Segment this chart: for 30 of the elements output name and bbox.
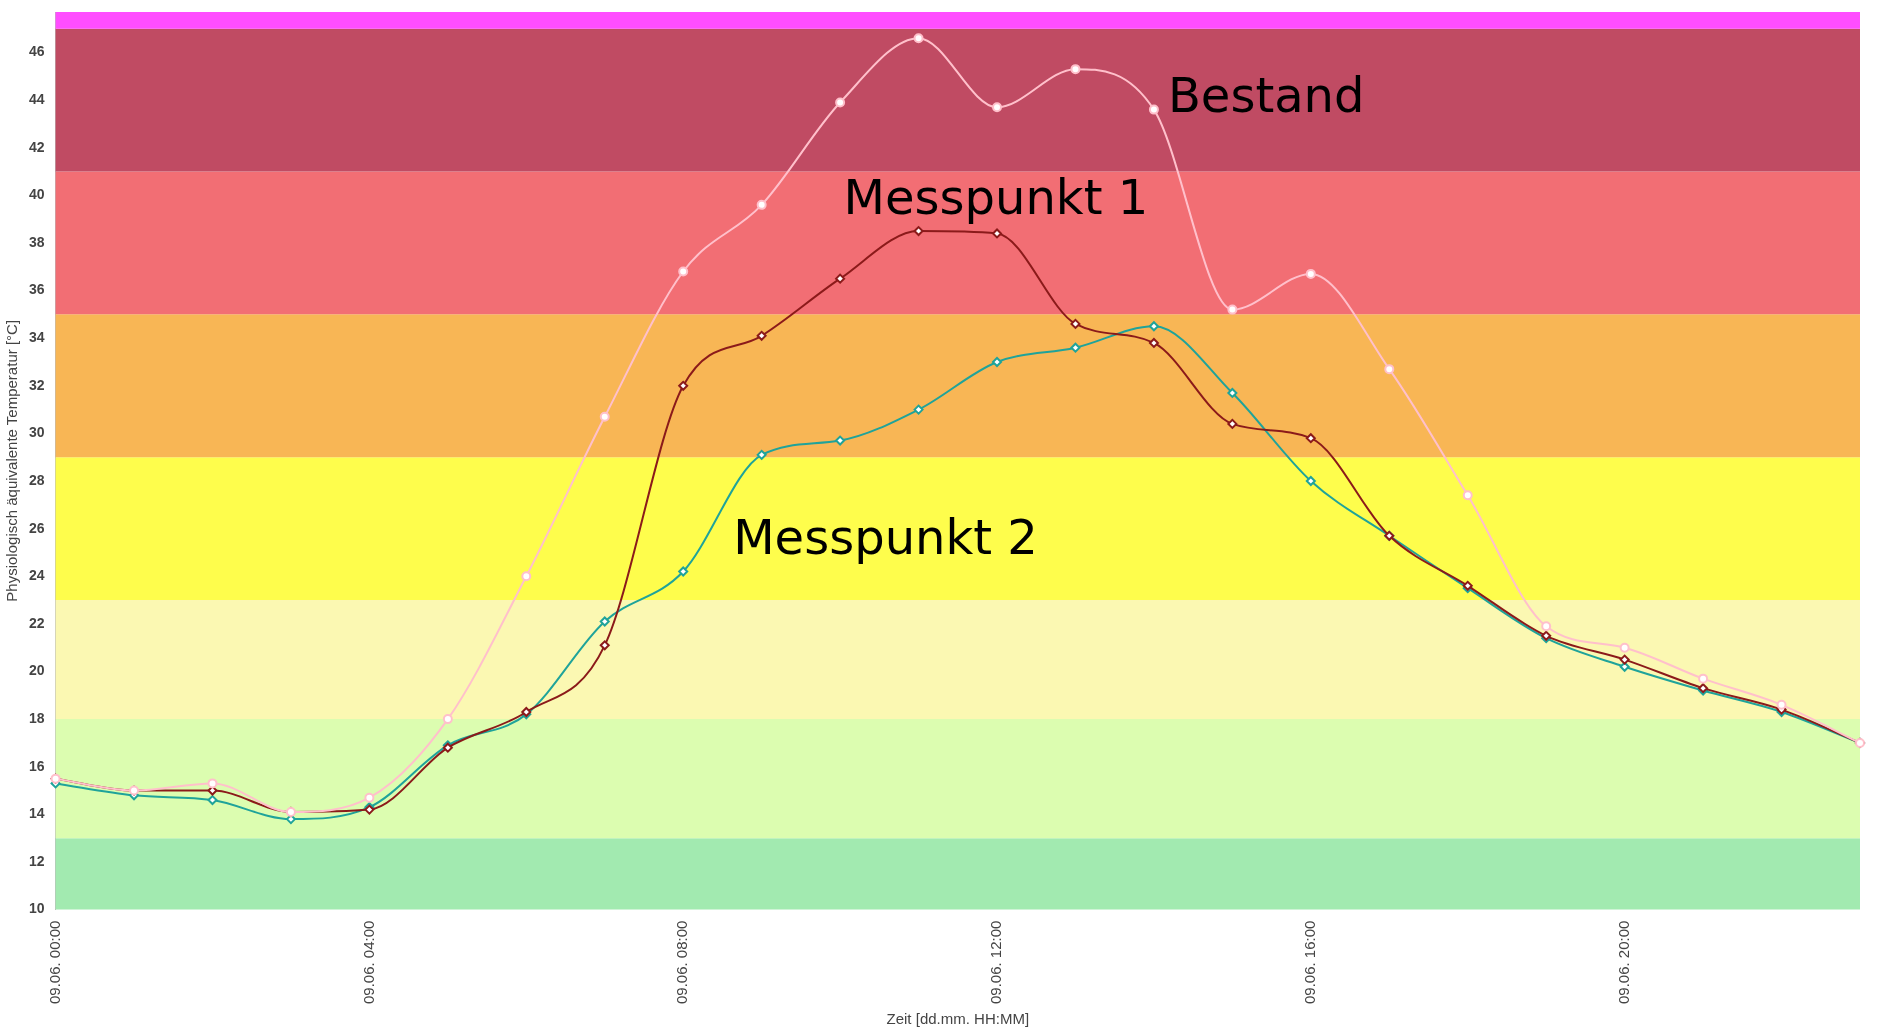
y-tick-label: 24 [28,567,45,584]
x-tick-label: 09.06. 08:00 [673,920,691,1005]
y-tick-label: 22 [28,614,45,631]
y-tick-label: 38 [28,233,45,250]
series-label: Messpunkt 2 [733,508,1038,565]
y-tick-label: 44 [28,90,45,107]
y-tick-label: 26 [28,519,45,536]
y-tick-label: 34 [28,329,45,346]
y-tick-label: 10 [28,900,45,917]
x-tick-label: 09.06. 16:00 [1300,920,1318,1005]
y-tick-label: 28 [28,471,45,488]
y-tick-label: 14 [28,805,45,822]
y-tick-label: 16 [28,757,45,774]
x-tick-label: 09.06. 12:00 [987,920,1005,1005]
y-tick-label: 46 [28,43,45,60]
x-axis-title: Zeit [dd.mm. HH:MM] [886,1010,1030,1028]
y-tick-label: 12 [28,852,45,869]
x-tick-label: 09.06. 04:00 [359,920,377,1005]
series-label: Bestand [1167,67,1365,124]
y-tick-label: 18 [28,709,45,726]
x-tick-label: 09.06. 20:00 [1614,920,1632,1005]
y-tick-label: 32 [28,376,45,393]
y-tick-label: 20 [28,662,45,679]
y-tick-label: 40 [28,186,45,203]
y-tick-label: 30 [28,424,45,441]
series-label: Messpunkt 1 [843,168,1149,225]
y-tick-label: 36 [28,281,45,298]
y-axis-title: Physiologisch äquivalente Temperatur [°C] [3,319,21,602]
x-tick-label: 09.06. 00:00 [45,920,63,1005]
y-tick-label: 42 [28,138,45,155]
